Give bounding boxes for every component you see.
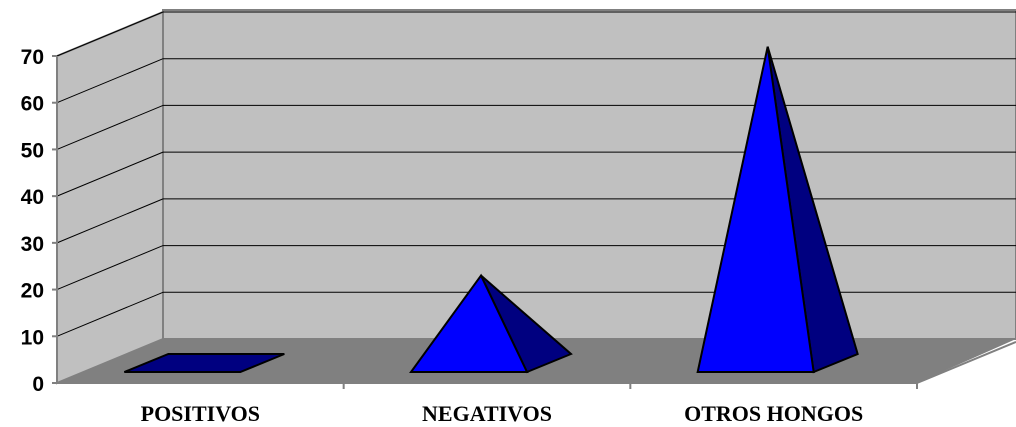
side-gridline bbox=[56, 198, 164, 244]
x-axis-category-labels: POSITIVOS NEGATIVOS OTROS HONGOS bbox=[141, 401, 864, 426]
chart-gridlines bbox=[56, 11, 1016, 337]
chart-axes bbox=[52, 55, 1016, 389]
floor-edge-line bbox=[916, 340, 1016, 384]
side-gridline bbox=[56, 11, 164, 57]
pyramid-positivos bbox=[123, 353, 285, 373]
pyramid-negativos bbox=[409, 273, 573, 374]
y-tick-label: 60 bbox=[21, 93, 44, 116]
y-tick-label: 0 bbox=[32, 373, 44, 396]
pyramid-base bbox=[123, 353, 285, 373]
pyramid-front-face bbox=[696, 46, 815, 373]
y-tick-label: 40 bbox=[21, 186, 44, 209]
y-tick-label: 50 bbox=[21, 139, 44, 162]
y-axis-tick-labels: 0 10 20 30 40 50 60 70 bbox=[21, 46, 44, 396]
x-category-label: OTROS HONGOS bbox=[684, 401, 863, 426]
chart-pyramids bbox=[123, 46, 859, 374]
side-gridline bbox=[56, 291, 164, 337]
pyramid-otros-hongos bbox=[696, 46, 859, 374]
y-tick-label: 10 bbox=[21, 326, 44, 349]
side-gridline bbox=[56, 58, 164, 104]
y-tick-label: 30 bbox=[21, 233, 44, 256]
pyramid-front-face bbox=[409, 273, 529, 373]
y-tick-label: 20 bbox=[21, 280, 44, 303]
side-gridline bbox=[56, 151, 164, 197]
chart-back-wall bbox=[162, 9, 1016, 340]
y-tick-label: 70 bbox=[21, 46, 44, 69]
side-gridline bbox=[56, 104, 164, 150]
side-gridline bbox=[56, 245, 164, 291]
x-category-label: POSITIVOS bbox=[141, 401, 260, 426]
chart-side-wall bbox=[56, 10, 164, 385]
x-category-label: NEGATIVOS bbox=[422, 401, 552, 426]
